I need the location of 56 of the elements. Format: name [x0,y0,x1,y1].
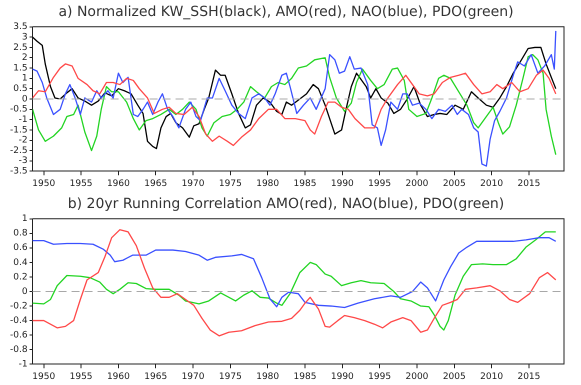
y-tick-label: 0 [22,94,28,104]
y-tick-label: -2 [18,136,28,146]
y-tick-label: 1 [22,214,28,224]
x-tick-label: 2015 [517,372,540,382]
y-tick-label: 0.2 [13,272,28,282]
y-tick-label: -3 [18,156,28,166]
x-tick-label: 1965 [144,372,168,382]
x-tick-label: 1995 [368,372,392,382]
x-tick-label: 1950 [32,178,56,189]
y-tick-label: 2 [22,53,28,64]
x-tick-label: 1975 [218,178,242,189]
x-tick-label: 2000 [406,178,429,189]
y-tick-label: 3.5 [13,22,28,32]
chart-title: b) 20yr Running Correlation AMO(red), NAO(blue), PDO(green) [68,196,504,212]
y-tick-label: 1 [22,74,28,84]
x-tick-label: 1975 [218,372,242,382]
x-tick-label: 2000 [406,372,429,382]
x-tick-label: 2010 [480,372,504,382]
x-tick-label: 1955 [70,178,93,189]
x-tick-label: 1985 [294,178,316,189]
y-tick-label: 0.6 [13,243,28,254]
y-tick-label: -0.8 [10,345,28,356]
y-tick-label: -0.2 [10,301,28,312]
x-tick-label: 1970 [182,178,205,189]
x-tick-label: 1995 [368,178,392,189]
y-tick-label: 3 [22,32,28,42]
y-tick-label: 1.5 [13,63,28,74]
x-tick-label: 1960 [106,178,130,189]
y-tick-label: -2.5 [10,146,28,156]
y-tick-label: -1 [18,114,28,125]
y-tick-label: 0.5 [13,84,28,94]
y-tick-label: -0.5 [10,104,28,115]
x-tick-label: 1970 [182,372,205,382]
x-tick-label: 2015 [517,178,540,189]
y-tick-label: -1 [18,360,28,370]
x-tick-label: 1960 [106,372,130,382]
y-tick-label: -3.5 [10,166,28,177]
x-tick-label: 1980 [256,372,280,382]
x-tick-label: 2010 [480,178,504,189]
x-tick-label: 1950 [32,372,56,382]
y-tick-label: -0.6 [10,330,28,340]
x-tick-label: 1990 [330,178,354,189]
x-tick-label: 1985 [294,372,316,382]
x-tick-label: 2005 [442,178,466,189]
y-tick-label: 0.8 [13,228,28,239]
x-tick-label: 1965 [144,178,168,189]
x-tick-label: 2005 [442,372,466,382]
chart-title: a) Normalized KW_SSH(black), AMO(red), NAO(blue), PDO(green) [58,4,514,20]
x-tick-label: 1980 [256,178,280,189]
x-tick-label: 1990 [330,372,354,382]
y-tick-label: 2.5 [13,42,28,53]
y-tick-label: -0.4 [10,316,28,326]
x-tick-label: 1955 [70,372,93,382]
y-tick-label: 0 [22,286,28,297]
y-tick-label: -1.5 [10,125,28,136]
y-tick-label: 0.4 [13,258,28,268]
